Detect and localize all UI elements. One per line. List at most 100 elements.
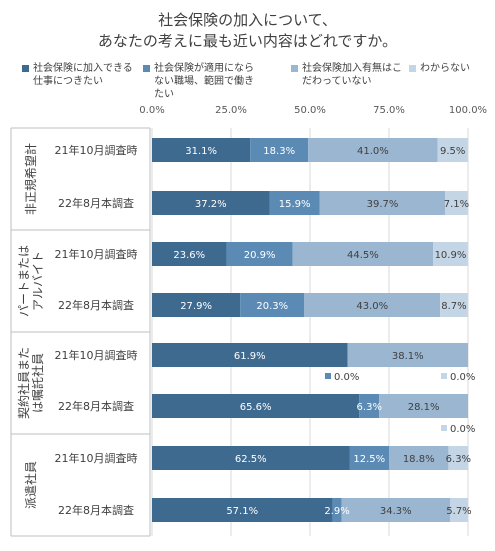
category-label-2: 21年10月調査時 [55,247,138,261]
data-label-series3-row8: 34.3% [380,506,412,517]
bar-series1-row7 [152,446,350,470]
data-label-series4-row3: 10.9% [435,250,467,261]
data-label-series2-row3: 20.9% [244,250,276,261]
bar-series4-row4 [440,293,468,317]
category-label-3: 22年8月本調査 [58,298,134,312]
group-label-3: 派遣社員 [23,461,38,509]
group-label-line: は嘱託社員 [30,353,45,413]
bar-series4-row2 [445,191,468,215]
bar-series4-row8 [449,498,468,522]
category-label-7: 22年8月本調査 [58,503,134,517]
zero-marker-series2-row5 [325,373,331,379]
category-label-4: 21年10月調査時 [55,348,138,362]
group-label-0: 非正規希望計 [23,143,38,215]
bar-series3-row3 [292,242,434,266]
data-label-series2-row7: 12.5% [353,454,385,465]
x-tick-label-1: 25.0% [215,105,247,116]
data-label-series3-row1: 41.0% [357,146,389,157]
bar-series1-row1 [152,138,251,162]
data-label-series3-row2: 39.7% [367,199,399,210]
chart-title-line-1: 社会保険の加入について、 [158,11,337,29]
zero-marker-series4-row6 [441,425,447,431]
bar-series3-row8 [341,498,450,522]
data-label-series2-row4: 20.3% [256,301,288,312]
bar-series1-row3 [152,242,227,266]
data-label-series1-row4: 27.9% [180,301,212,312]
data-label-series3-row5: 38.1% [392,351,424,362]
data-label-series1-row5: 61.9% [234,351,266,362]
group-label-2: 契約社員また は嘱託社員 [16,347,45,419]
bar-series3-row1 [308,138,438,162]
x-tick-label-3: 75.0% [373,105,405,116]
data-label-series1-row2: 37.2% [195,199,227,210]
bar-series3-row7 [389,446,449,470]
chart-title: 社会保険の加入について、 あなたの考えに最も近い内容はどれですか。 [0,10,495,52]
data-label-series4-row7: 6.3% [446,454,471,465]
legend-label-2: 社会保険が適用にならない職場、範囲で働きたい [154,63,254,100]
data-label-series4-row6: 0.0% [450,424,475,435]
x-tick-label-4: 100.0% [449,105,487,116]
legend: 社会保険に加入できる仕事につきたい 社会保険が適用にならない職場、範囲で働きたい… [0,62,495,100]
zero-marker-series4-row5 [441,373,447,379]
data-label-series4-row4: 8.7% [441,301,466,312]
bar-series2-row2 [269,191,320,215]
bar-series2-row1 [250,138,309,162]
data-label-series4-row2: 7.1% [444,199,469,210]
legend-label-3: 社会保険加入有無はこだわっていない [302,63,402,87]
category-label-1: 22年8月本調査 [58,196,134,210]
group-label-line: 非正規希望計 [23,143,38,215]
legend-label-1: 社会保険に加入できる仕事につきたい [33,63,133,87]
data-label-series1-row3: 23.6% [173,250,205,261]
bar-series3-row5 [347,343,468,367]
data-label-series1-row6: 65.6% [240,402,272,413]
legend-swatch-3 [291,65,298,72]
bar-series1-row6 [152,394,360,418]
bar-series4-row1 [437,138,468,162]
bar-series3-row4 [304,293,441,317]
bar-series2-row3 [226,242,293,266]
bar-series3-row2 [319,191,446,215]
data-label-series2-row2: 15.9% [279,199,311,210]
bar-series1-row2 [152,191,270,215]
bar-series4-row7 [448,446,469,470]
data-label-series1-row8: 57.1% [226,506,258,517]
data-label-series3-row7: 18.8% [403,454,435,465]
data-label-series3-row6: 28.1% [408,402,440,413]
bar-series2-row7 [349,446,389,470]
bar-series1-row5 [152,343,348,367]
data-label-series3-row4: 43.0% [356,301,388,312]
data-label-series1-row7: 62.5% [235,454,267,465]
legend-label-4: わからない [420,63,470,74]
bar-series2-row8 [332,498,342,522]
x-tick-label-0: 0.0% [139,105,164,116]
category-label-5: 22年8月本調査 [58,399,134,413]
chart-title-line-2: あなたの考えに最も近い内容はどれですか。 [97,32,398,50]
legend-swatch-2 [143,65,150,72]
group-label-line: パートまたは [17,245,31,317]
category-label-0: 21年10月調査時 [55,143,138,157]
bar-series2-row6 [359,394,380,418]
group-label-1: パートまたは アルバイト [17,245,45,317]
legend-swatch-1 [22,65,29,72]
data-label-series4-row5: 0.0% [450,372,475,383]
data-label-series2-row6: 6.3% [357,402,382,413]
data-label-series2-row1: 18.3% [263,146,295,157]
legend-swatch-4 [409,65,416,72]
bar-series3-row6 [379,394,468,418]
bar-series4-row3 [433,242,468,266]
group-label-line: 契約社員また [16,347,31,419]
group-label-line: アルバイト [31,251,45,311]
x-tick-label-2: 50.0% [294,105,326,116]
bar-series2-row4 [240,293,305,317]
data-label-series4-row1: 9.5% [440,146,465,157]
data-label-series1-row1: 31.1% [185,146,217,157]
data-label-series3-row3: 44.5% [347,250,379,261]
data-label-series2-row5: 0.0% [334,372,359,383]
bar-series1-row4 [152,293,241,317]
bar-series1-row8 [152,498,333,522]
data-label-series4-row8: 5.7% [446,506,471,517]
data-label-series2-row8: 2.9% [324,506,349,517]
category-label-6: 21年10月調査時 [55,451,138,465]
group-label-line: 派遣社員 [23,461,38,509]
